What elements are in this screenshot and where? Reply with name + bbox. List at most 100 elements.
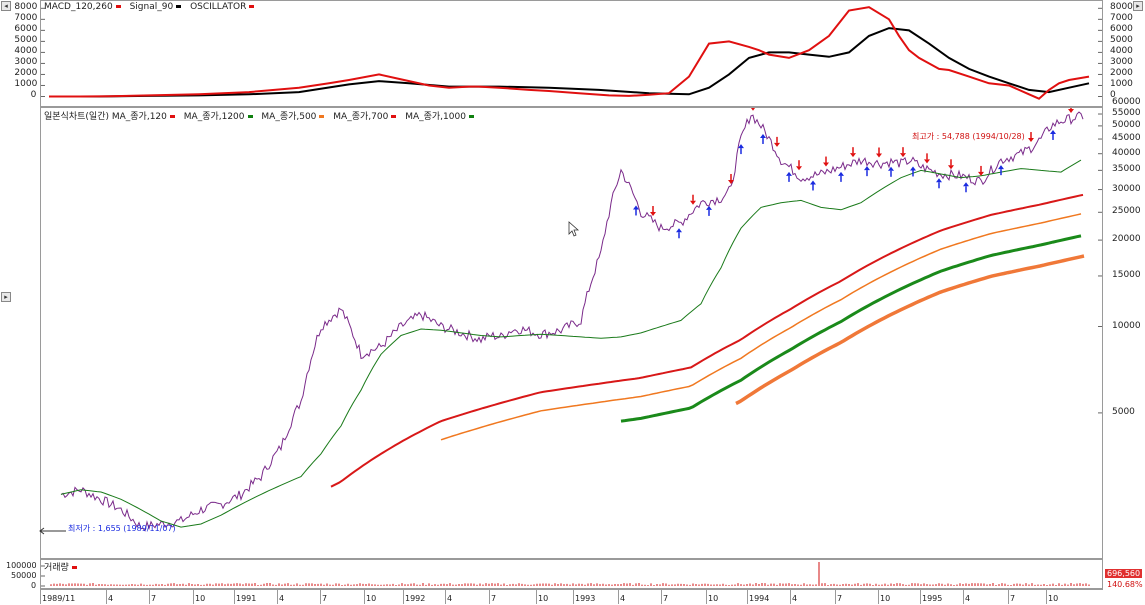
x-axis-tick	[445, 590, 446, 604]
legend-ma1000: MA_종가,1000	[405, 112, 466, 122]
sell-arrow-marker	[1028, 132, 1034, 143]
ma-line-1200	[735, 254, 1085, 406]
x-axis-label: 10	[708, 594, 719, 603]
price-legend: 일본식차트(일간) MA_종가,120 MA_종가,1200 MA_종가,500…	[44, 109, 480, 122]
volume-pct-readout: 140.68%	[1107, 580, 1143, 589]
sell-arrow-marker	[690, 194, 696, 205]
sell-arrow-marker	[796, 160, 802, 171]
x-axis-tick	[320, 590, 321, 604]
volume-y-label: 100000	[6, 561, 37, 570]
price-y-label: 45000	[1112, 133, 1141, 144]
legend-ma120: MA_종가,120	[111, 112, 167, 122]
x-axis-label: 7	[1010, 594, 1016, 603]
price-y-label: 40000	[1112, 147, 1141, 158]
x-axis-label: 4	[279, 594, 285, 603]
price-y-label: 60000	[1112, 97, 1141, 108]
price-panel[interactable]	[40, 107, 1103, 559]
x-axis-tick	[835, 590, 836, 604]
buy-arrow-marker	[910, 166, 916, 177]
x-axis-label: 7	[663, 594, 669, 603]
macd-y-label-left: 5000	[14, 35, 38, 46]
legend-signal: Signal_90	[129, 2, 174, 12]
x-axis-tick	[963, 590, 964, 604]
sell-arrow-marker	[924, 153, 930, 164]
x-axis-tick	[536, 590, 537, 604]
x-axis-label: 4	[965, 594, 971, 603]
macd-y-label-right: 7000	[1110, 13, 1133, 24]
macd-series-line	[49, 6, 1090, 100]
buy-arrow-marker	[633, 205, 639, 216]
x-axis-tick	[277, 590, 278, 604]
volume-readout: 696,560	[1105, 569, 1143, 578]
volume-legend: 거래량	[44, 560, 83, 573]
high-price-annotation: 최고가 : 54,788 (1994/10/28)	[912, 132, 1025, 141]
x-axis-tick	[193, 590, 194, 604]
sell-arrow-marker	[1068, 108, 1074, 114]
x-axis-tick	[747, 590, 748, 604]
ma-line-1000	[620, 234, 1082, 423]
buy-arrow-marker	[676, 228, 682, 239]
x-axis-label: 10	[366, 594, 377, 603]
x-axis-label: 1993	[575, 594, 596, 603]
buy-arrow-marker	[864, 166, 870, 177]
buy-arrow-marker	[998, 165, 1004, 176]
legend-oscillator: OSCILLATOR	[190, 2, 247, 12]
macd-y-label-right: 5000	[1110, 35, 1133, 46]
x-axis-tick	[573, 590, 574, 604]
sell-arrow-marker	[774, 136, 780, 147]
volume-y-label: 0	[31, 581, 37, 590]
buy-arrow-marker	[706, 205, 712, 216]
scroll-right-button[interactable]: ▸	[1133, 1, 1143, 11]
scroll-left-button[interactable]: ◂	[1, 1, 11, 11]
x-axis-tick	[364, 590, 365, 604]
macd-y-label-left: 6000	[14, 24, 38, 35]
sell-arrow-marker	[948, 159, 954, 170]
legend-ma1200: MA_종가,1200	[183, 112, 245, 122]
expand-panel-button[interactable]: ▸	[1, 292, 11, 302]
price-y-label: 35000	[1112, 164, 1141, 175]
sell-arrow-marker	[850, 147, 856, 158]
buy-arrow-marker	[1050, 129, 1056, 140]
macd-y-label-right: 8000	[1110, 2, 1133, 13]
price-y-label: 25000	[1112, 206, 1141, 217]
buy-arrow-marker	[786, 171, 792, 182]
x-axis-label: 10	[538, 594, 549, 603]
macd-series-line	[49, 27, 1090, 98]
x-axis-label: 4	[620, 594, 626, 603]
ma-line-500	[440, 213, 1082, 441]
buy-arrow-marker	[963, 182, 969, 193]
buy-arrow-marker	[810, 180, 816, 191]
x-axis-label: 4	[447, 594, 453, 603]
price-y-label: 20000	[1112, 234, 1141, 245]
price-y-label: 5000	[1112, 406, 1135, 417]
x-axis-label: 1991	[236, 594, 257, 603]
x-axis-label: 1994	[749, 594, 770, 603]
x-axis-label: 7	[322, 594, 328, 603]
volume-title: 거래량	[44, 563, 69, 573]
sell-arrow-marker	[823, 156, 829, 167]
x-axis-tick	[878, 590, 879, 604]
macd-y-label-left: 1000	[14, 79, 38, 90]
macd-y-label-right: 1000	[1110, 79, 1133, 90]
price-y-label: 15000	[1112, 269, 1141, 280]
x-axis-label: 10	[1048, 594, 1059, 603]
macd-y-label-right: 4000	[1110, 46, 1133, 57]
macd-y-label-left: 4000	[14, 46, 38, 57]
volume-panel[interactable]	[40, 559, 1103, 589]
x-axis-label: 10	[195, 594, 206, 603]
macd-y-label-left: 3000	[14, 57, 38, 68]
x-axis-label: 4	[792, 594, 798, 603]
ma-line-120	[60, 159, 1082, 528]
volume-plot	[41, 562, 1090, 587]
legend-ma500: MA_종가,500	[261, 112, 317, 122]
price-chart-title: 일본식차트(일간)	[44, 112, 109, 122]
sell-arrow-marker	[876, 147, 882, 158]
macd-legend: MACD_120,260 Signal_90 OSCILLATOR	[44, 2, 260, 12]
sell-arrow-marker	[750, 108, 756, 111]
price-y-label: 50000	[1112, 119, 1141, 130]
sell-arrow-marker	[650, 206, 656, 217]
price-y-label: 30000	[1112, 183, 1141, 194]
buy-arrow-marker	[738, 144, 744, 155]
macd-panel[interactable]	[40, 0, 1103, 107]
